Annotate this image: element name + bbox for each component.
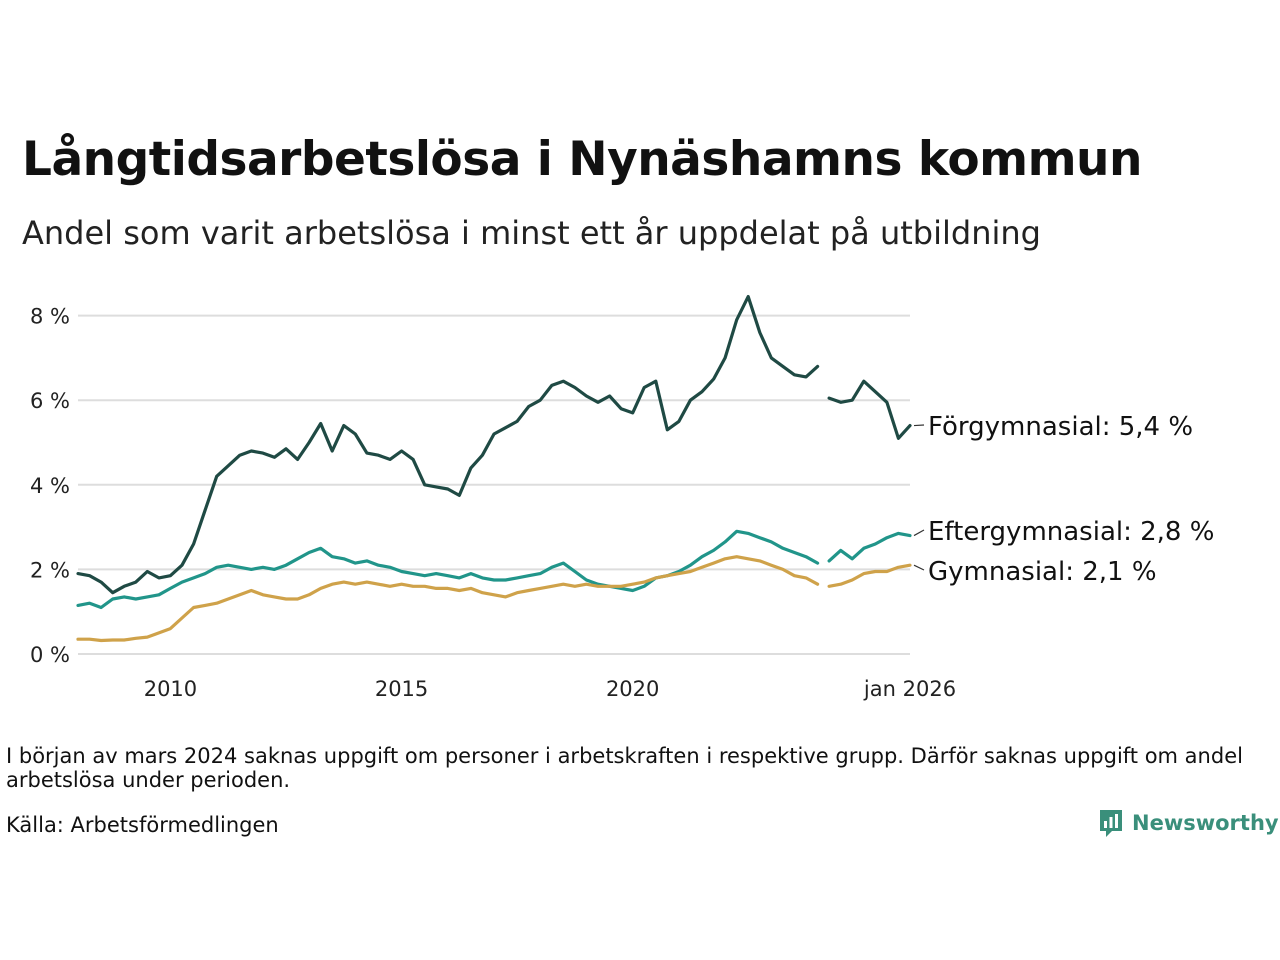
gymnasial-leader-line bbox=[913, 564, 925, 571]
eftergymnasial-line-2 bbox=[827, 531, 912, 563]
x-tick-label-2020: 2020 bbox=[606, 677, 659, 701]
gymnasial-line-1 bbox=[76, 555, 820, 643]
gymnasial-end-label: Gymnasial: 2,1 % bbox=[928, 557, 1157, 587]
y-tick-label-2: 2 % bbox=[30, 558, 70, 582]
source-text: Källa: Arbetsförmedlingen bbox=[6, 813, 279, 837]
series-end-labels: Förgymnasial: 5,4 % Eftergymnasial: 2,8 %… bbox=[913, 412, 1214, 587]
y-tick-label-6: 6 % bbox=[30, 389, 70, 413]
eftergymnasial-end-label: Eftergymnasial: 2,8 % bbox=[928, 517, 1214, 547]
chart-title: Långtidsarbetslösa i Nynäshamns kommun bbox=[22, 132, 1142, 187]
brand-name: Newsworthy bbox=[1132, 811, 1279, 835]
newsworthy-logo: Newsworthy bbox=[1098, 806, 1279, 840]
x-axis-ticks: 2010 2015 2020 jan 2026 bbox=[144, 677, 956, 701]
forgymnasial-end-label: Förgymnasial: 5,4 % bbox=[928, 412, 1193, 442]
eftergymnasial-line-1 bbox=[76, 529, 820, 610]
x-tick-label-2010: 2010 bbox=[144, 677, 197, 701]
forgymnasial-leader-line bbox=[913, 424, 925, 427]
series-lines bbox=[76, 295, 912, 643]
bar-chart-icon bbox=[1100, 810, 1122, 837]
y-axis-ticks: 0 % 2 % 4 % 6 % 8 % bbox=[30, 305, 70, 667]
grid-lines bbox=[78, 314, 910, 655]
line-chart: 0 % 2 % 4 % 6 % 8 % 2010 2015 2020 jan 2026 För… bbox=[30, 295, 1214, 701]
forgymnasial-line-1 bbox=[76, 295, 820, 595]
x-tick-label-2026: jan 2026 bbox=[863, 677, 956, 701]
x-tick-label-2015: 2015 bbox=[375, 677, 428, 701]
eftergymnasial-leader-line bbox=[913, 529, 925, 537]
chart-subtitle: Andel som varit arbetslösa i minst ett å… bbox=[22, 214, 1041, 252]
footnote: I början av mars 2024 saknas uppgift om … bbox=[6, 744, 1243, 792]
y-tick-label-4: 4 % bbox=[30, 474, 70, 498]
forgymnasial-line-2 bbox=[827, 379, 912, 440]
y-tick-label-0: 0 % bbox=[30, 643, 70, 667]
y-tick-label-8: 8 % bbox=[30, 305, 70, 329]
gymnasial-line-2 bbox=[827, 563, 912, 588]
